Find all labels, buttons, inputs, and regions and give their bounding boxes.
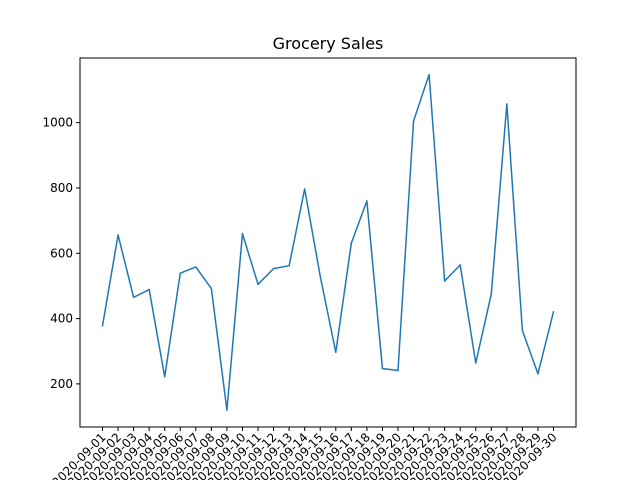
data-point — [101, 325, 104, 327]
chart-title: Grocery Sales — [273, 34, 384, 53]
data-point — [241, 232, 244, 235]
y-tick-label: 1000 — [42, 116, 73, 130]
y-tick-label: 400 — [50, 312, 73, 326]
plot-area — [101, 73, 555, 411]
data-point — [474, 362, 477, 364]
data-point — [195, 266, 197, 268]
data-point — [537, 373, 539, 375]
data-point — [335, 351, 337, 353]
data-point — [350, 242, 353, 244]
data-point — [148, 288, 150, 291]
data-point — [288, 264, 290, 267]
y-tick-label: 600 — [50, 246, 73, 260]
data-point — [506, 103, 508, 105]
y-axis: 200 400 600 800 1000 — [42, 116, 80, 391]
data-point — [226, 409, 228, 411]
data-point — [117, 234, 119, 236]
axes-frame — [79, 57, 577, 428]
data-point — [179, 272, 182, 274]
data-point — [412, 120, 415, 122]
data-point — [132, 296, 135, 299]
data-point — [428, 73, 430, 76]
data-point — [552, 310, 555, 313]
data-point — [381, 367, 384, 370]
data-point — [397, 369, 399, 372]
data-point — [443, 280, 446, 282]
data-point — [303, 188, 306, 190]
x-axis: 2020-09-012020-09-022020-09-032020-09-04… — [49, 427, 560, 485]
data-point — [210, 287, 213, 290]
data-point — [459, 264, 461, 266]
y-tick-label: 800 — [50, 181, 73, 195]
data-point — [163, 375, 166, 378]
data-point — [272, 267, 275, 270]
y-tick-label: 200 — [50, 377, 73, 391]
series-line — [101, 73, 555, 411]
data-point — [366, 200, 368, 202]
data-point — [521, 329, 524, 332]
data-point — [490, 293, 493, 295]
data-point — [257, 283, 259, 286]
data-point — [319, 275, 321, 277]
